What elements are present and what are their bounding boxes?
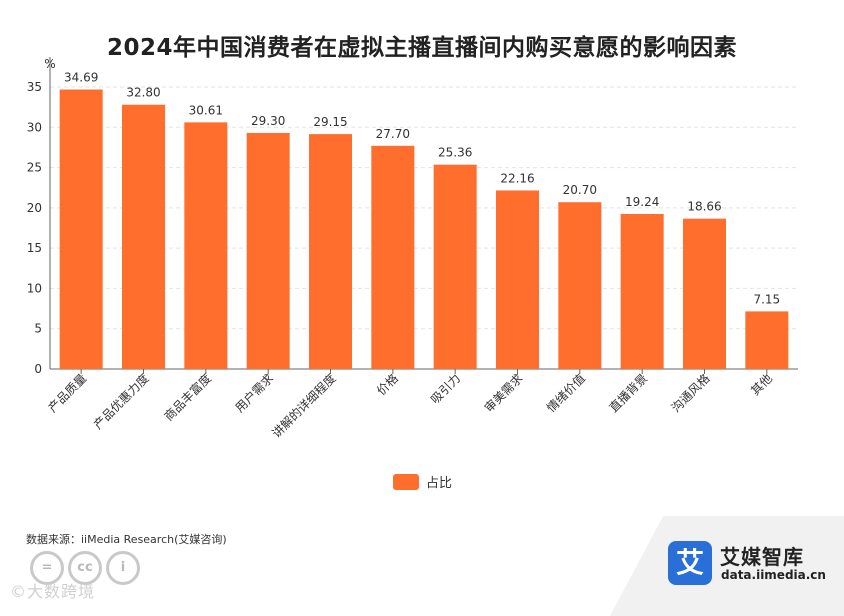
bar-value-label: 29.30 — [251, 114, 285, 128]
bar-value-label: 25.36 — [438, 146, 472, 160]
cc-attribution-icon: i — [106, 551, 140, 585]
bar — [371, 145, 415, 369]
y-tick-label: 15 — [27, 241, 42, 255]
bar-value-label: 7.15 — [753, 292, 780, 306]
y-tick-label: 0 — [34, 362, 42, 376]
cc-equal-icon: = — [30, 551, 64, 585]
y-tick-label: 20 — [27, 201, 42, 215]
y-tick-label: 35 — [27, 80, 42, 94]
x-category-label: 价格 — [373, 371, 401, 399]
bar-value-label: 29.15 — [313, 115, 347, 129]
bar — [558, 202, 602, 369]
license-badges: = cc i — [30, 551, 150, 589]
brand-name: 艾媒智库 — [720, 545, 804, 569]
bar — [745, 311, 789, 369]
brand-logo-icon: 艾 — [668, 541, 712, 585]
x-category-label: 审美需求 — [481, 371, 526, 416]
y-tick-label: 10 — [27, 281, 42, 295]
bar-chart: 05101520253035%34.69产品质量32.80产品优惠力度30.61… — [27, 57, 798, 491]
bar-value-label: 19.24 — [625, 195, 659, 209]
x-category-label: 讲解的详细程度 — [269, 371, 339, 441]
x-category-label: 产品质量 — [45, 371, 89, 415]
legend-label: 占比 — [426, 476, 452, 491]
bar-value-label: 20.70 — [563, 183, 597, 197]
legend-swatch — [393, 474, 419, 490]
bar — [59, 89, 103, 369]
y-tick-label: 25 — [27, 161, 42, 175]
chart-title: 2024年中国消费者在虚拟主播直播间内购买意愿的影响因素 — [106, 35, 737, 61]
watermark: ©大数跨境 — [10, 582, 96, 601]
data-source: 数据来源：iiMedia Research(艾媒咨询) — [26, 533, 227, 546]
bar — [496, 190, 539, 369]
bar — [433, 164, 477, 369]
bar — [246, 132, 290, 369]
bar-value-label: 22.16 — [500, 171, 534, 185]
cc-logo-icon: cc — [68, 551, 102, 585]
bar — [309, 134, 352, 369]
y-tick-label: 5 — [34, 322, 42, 336]
x-category-label: 情绪价值 — [543, 371, 588, 416]
x-category-label: 用户需求 — [232, 371, 277, 416]
x-category-label: 产品优惠力度 — [90, 371, 152, 433]
bar — [683, 218, 726, 369]
bar-value-label: 18.66 — [687, 200, 721, 214]
x-category-label: 沟通风格 — [668, 371, 713, 416]
bar — [184, 122, 228, 370]
y-tick-label: 30 — [27, 120, 42, 134]
bar-value-label: 34.69 — [64, 70, 98, 84]
brand-url: data.iimedia.cn — [721, 568, 826, 582]
x-category-label: 商品丰富度 — [161, 371, 214, 424]
x-category-label: 吸引力 — [428, 371, 463, 406]
bar-value-label: 32.80 — [126, 86, 160, 100]
x-category-label: 直播背景 — [606, 371, 650, 415]
bar-value-label: 30.61 — [189, 103, 223, 117]
bar — [122, 104, 165, 370]
bar — [620, 213, 664, 369]
bar-value-label: 27.70 — [376, 127, 410, 141]
x-category-label: 其他 — [748, 371, 775, 398]
